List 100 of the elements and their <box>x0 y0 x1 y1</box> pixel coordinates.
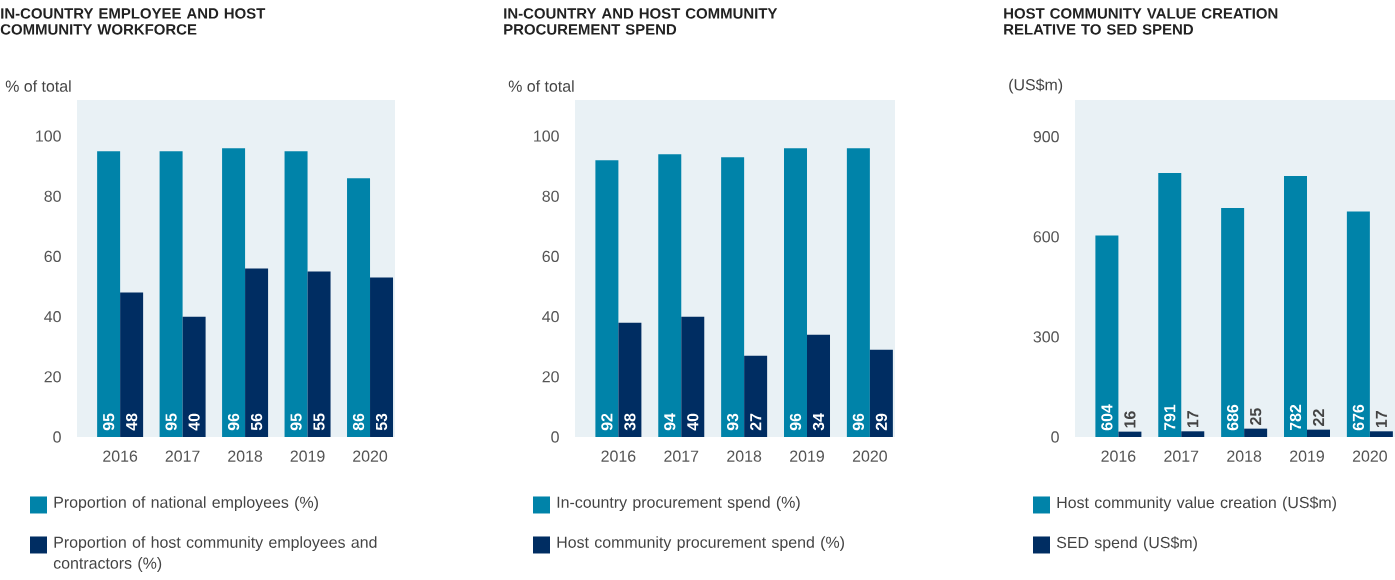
bar <box>347 178 371 437</box>
y-axis-title: % of total <box>508 80 574 92</box>
data-label: 53 <box>375 413 388 431</box>
y-tick-label: 300 <box>1033 331 1059 343</box>
bar <box>618 322 642 437</box>
data-label: 55 <box>313 413 325 431</box>
y-tick-label: 0 <box>53 431 61 443</box>
bar <box>1307 429 1330 437</box>
y-tick-label: 20 <box>44 371 61 383</box>
data-label: 96 <box>852 413 865 431</box>
data-label: 95 <box>165 413 177 431</box>
bar <box>222 148 246 437</box>
y-tick-label: 600 <box>1033 231 1059 243</box>
data-label: 686 <box>1227 404 1239 431</box>
data-label: 38 <box>624 413 636 431</box>
chart-title: IN-COUNTRY EMPLOYEE AND HOST COMMUNITY WORKFORCE <box>0 8 266 35</box>
bar <box>120 292 144 437</box>
legend-label: Host community procurement spend (%) <box>557 536 844 552</box>
legend-label: Host community value creation (US$m) <box>1057 496 1336 512</box>
y-axis-title: (US$m) <box>1009 78 1063 94</box>
x-tick-label: 2020 <box>353 450 388 462</box>
bar <box>1158 173 1182 437</box>
bar <box>1095 235 1119 437</box>
x-tick-label: 2016 <box>601 450 636 462</box>
data-label: 782 <box>1289 404 1302 431</box>
y-tick-label: 0 <box>551 431 559 443</box>
y-tick-label: 80 <box>542 190 559 202</box>
bar <box>370 277 394 437</box>
bar <box>721 157 745 437</box>
bar <box>658 154 682 437</box>
bar <box>807 334 830 437</box>
data-label: 40 <box>687 413 699 431</box>
bar <box>182 316 206 437</box>
chart-title: HOST COMMUNITY VALUE CREATION RELATIVE TO SED SPEND <box>1004 8 1278 35</box>
y-axis-title: % of total <box>5 80 71 92</box>
y-tick-label: 100 <box>36 130 61 142</box>
data-label: 29 <box>875 413 888 431</box>
data-label: 93 <box>726 413 739 431</box>
bar <box>595 160 619 437</box>
data-label: 86 <box>352 413 365 431</box>
bar <box>1181 431 1205 437</box>
y-tick-label: 60 <box>542 250 559 263</box>
x-tick-label: 2019 <box>1290 450 1324 462</box>
data-label: 17 <box>1375 411 1387 428</box>
bar <box>784 148 808 437</box>
x-tick-label: 2017 <box>664 450 699 462</box>
data-label: 791 <box>1164 404 1176 431</box>
y-tick-label: 40 <box>44 310 61 323</box>
bar <box>1369 431 1393 437</box>
data-label: 676 <box>1352 404 1365 431</box>
data-label: 48 <box>125 413 138 431</box>
data-label: 34 <box>812 413 825 431</box>
x-tick-label: 2016 <box>103 450 138 462</box>
y-tick-label: 40 <box>542 310 559 323</box>
data-label: 92 <box>601 413 613 431</box>
data-label: 604 <box>1101 404 1113 431</box>
x-tick-label: 2017 <box>1164 450 1199 462</box>
bar <box>1244 428 1268 437</box>
y-tick-label: 60 <box>44 250 61 263</box>
bar <box>846 148 870 437</box>
y-tick-label: 100 <box>534 130 559 142</box>
x-tick-label: 2019 <box>790 450 824 462</box>
x-tick-label: 2020 <box>852 450 887 462</box>
legend-label: Proportion of national employees (%) <box>54 496 318 512</box>
data-label: 16 <box>1124 411 1136 428</box>
data-label: 94 <box>664 413 676 431</box>
data-label: 22 <box>1312 409 1325 426</box>
data-label: 95 <box>102 413 115 431</box>
bar <box>97 151 121 437</box>
data-label: 17 <box>1187 411 1199 428</box>
data-label: 56 <box>250 413 263 431</box>
bar <box>869 349 893 437</box>
legend-label: SED spend (US$m) <box>1056 536 1197 552</box>
bar <box>284 151 308 437</box>
x-tick-label: 2016 <box>1101 450 1136 462</box>
data-label: 40 <box>188 413 200 431</box>
x-tick-label: 2019 <box>290 450 325 462</box>
data-label: 27 <box>750 413 762 431</box>
bar <box>1221 208 1245 437</box>
data-label: 96 <box>789 413 802 431</box>
bar <box>681 316 705 437</box>
y-tick-label: 80 <box>44 190 61 202</box>
x-tick-label: 2018 <box>228 450 263 462</box>
bar <box>1118 431 1142 437</box>
data-label: 25 <box>1250 408 1262 425</box>
bar <box>159 151 183 437</box>
legend-label: In-country procurement spend (%) <box>557 496 800 512</box>
bar <box>1346 211 1370 437</box>
y-tick-label: 0 <box>1051 431 1059 443</box>
x-tick-label: 2018 <box>1227 450 1262 462</box>
bar <box>307 271 331 437</box>
legend-label: Proportion of host community employees and contractors (%) <box>53 536 377 572</box>
y-tick-label: 900 <box>1033 131 1059 143</box>
x-tick-label: 2018 <box>727 450 762 462</box>
bar <box>245 268 269 437</box>
y-tick-label: 20 <box>542 371 559 383</box>
chart-title: IN-COUNTRY AND HOST COMMUNITY PROCUREMENT SPEND <box>504 8 778 35</box>
bar <box>1284 176 1307 437</box>
x-tick-label: 2020 <box>1352 450 1387 462</box>
x-tick-label: 2017 <box>165 450 200 462</box>
